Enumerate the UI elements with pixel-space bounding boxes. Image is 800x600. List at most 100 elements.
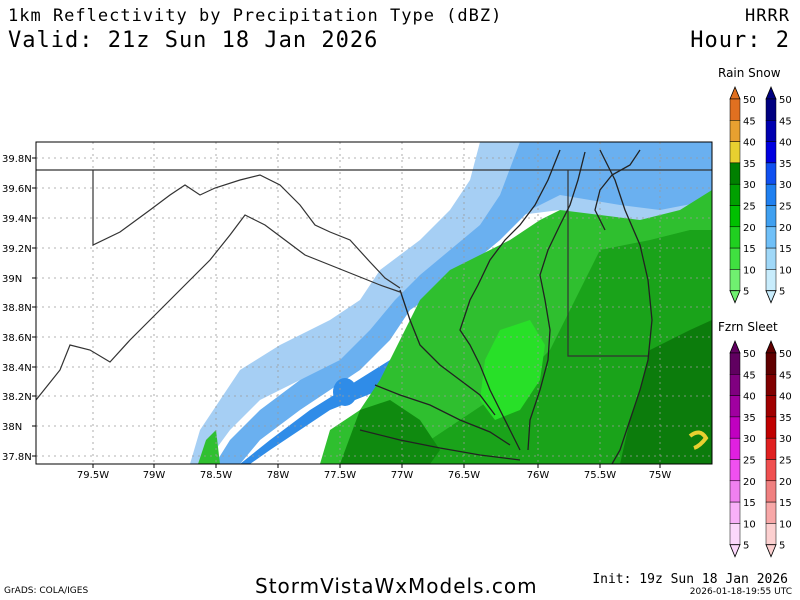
state-borders (36, 169, 712, 401)
lon-label: 75W (649, 470, 672, 481)
rain-legend-tick-label: 25 (743, 202, 756, 213)
fzrn-legend-tick-label: 5 (743, 541, 749, 552)
fzrn-legend-tick-label: 20 (743, 477, 756, 488)
lat-label: 39.8N (2, 154, 32, 165)
fzrn-legend-swatch (729, 374, 741, 396)
sleet-legend-swatch (765, 374, 777, 396)
rain-legend-tick-label: 10 (743, 265, 756, 276)
snow-legend-swatch (765, 247, 777, 270)
latitude-labels: 39.8N 39.6N 39.4N 39.2N 39N 38.8N 38.6N 38.4N 38… (2, 154, 36, 463)
sleet-legend-tick-label: 35 (779, 413, 792, 424)
rain-legend-swatch (729, 247, 741, 270)
lon-label: 76.5W (448, 470, 480, 481)
fzrn-legend-swatch (729, 459, 741, 482)
lat-label: 39.6N (2, 184, 32, 195)
fzrn-legend-swatch (729, 352, 741, 375)
fzrn-legend-tick-label: 40 (743, 392, 756, 403)
sleet-legend-swatch (765, 501, 777, 524)
sleet-legend-swatch (765, 395, 777, 418)
snow-legend-tick-label: 45 (779, 116, 792, 127)
rain-legend-tick-label: 20 (743, 223, 756, 234)
fzrn-legend-tick-label: 15 (743, 498, 756, 509)
snow-legend-tick-label: 30 (779, 180, 792, 191)
map-frame (35, 141, 713, 465)
fzrn-legend-top-arrow (729, 339, 741, 354)
fzrn-legend-swatch (729, 416, 741, 439)
sleet-legend-tick-label: 30 (779, 434, 792, 445)
rain-legend-tick-label: 30 (743, 180, 756, 191)
snow-legend-swatch (765, 205, 777, 228)
lon-label: 78.5W (200, 470, 232, 481)
rain-legend-swatch (729, 226, 741, 249)
snow-legend-tick-label: 15 (779, 244, 792, 255)
sleet-legend-swatch (765, 480, 777, 503)
snow-legend-top-arrow (765, 85, 777, 100)
snow-legend-tick-label: 20 (779, 223, 792, 234)
lat-label: 39N (2, 274, 22, 285)
fzrn-legend-swatch (729, 480, 741, 503)
lon-label: 76W (527, 470, 550, 481)
lat-label: 38.4N (2, 363, 32, 374)
snow-legend-tick-label: 5 (779, 287, 785, 298)
snow-legend-swatch (765, 162, 777, 185)
color-legends: 50 45 40 35 30 25 20 15 10 5 50 45 40 35 30 25 20 15 10 5 50… (729, 85, 792, 558)
rain-legend-tick-label: 5 (743, 287, 749, 298)
site-name: StormVistaWxModels.com (255, 574, 538, 598)
rain-legend-tick-label: 35 (743, 159, 756, 170)
lat-label: 38.8N (2, 303, 32, 314)
fzrn-legend-tick-label: 50 (743, 349, 756, 360)
lat-label: 37.8N (2, 452, 32, 463)
rain-legend-swatch (729, 269, 741, 291)
rappahannock-river (374, 384, 511, 446)
sleet-freezing-spot (688, 430, 709, 450)
lon-label: 75.5W (584, 470, 616, 481)
rain-legend-top-arrow (729, 85, 741, 100)
sleet-legend-tick-label: 45 (779, 370, 792, 381)
snow-legend-swatch (765, 183, 777, 206)
lon-label: 79.5W (77, 470, 109, 481)
snow-legend-swatch (765, 269, 777, 291)
sleet-legend-tick-label: 10 (779, 519, 792, 530)
lon-label: 79W (143, 470, 166, 481)
snow-legend-swatch (765, 98, 777, 121)
atlantic-coast (599, 149, 653, 464)
rain-bright-area (480, 320, 545, 420)
map-panel (36, 142, 712, 464)
snow-legend-tick-label: 25 (779, 202, 792, 213)
snow-legend-tick-label: 50 (779, 95, 792, 106)
sleet-legend-tick-label: 25 (779, 456, 792, 467)
snow-legend-tick-label: 10 (779, 265, 792, 276)
rain-legend-bottom-arrow (729, 290, 741, 304)
lat-label: 39.4N (2, 214, 32, 225)
rain-legend-swatch (729, 205, 741, 228)
lat-label: 38N (2, 422, 22, 433)
sleet-legend-tick-label: 15 (779, 498, 792, 509)
sleet-legend-top-arrow (765, 339, 777, 354)
grads-credit: GrADS: COLA/IGES (4, 586, 89, 596)
fzrn-legend-swatch (729, 437, 741, 460)
fzrn-legend-tick-label: 25 (743, 456, 756, 467)
chesapeake-west-shore (459, 149, 561, 451)
rain-legend-tick-label: 15 (743, 244, 756, 255)
sleet-legend-tick-label: 40 (779, 392, 792, 403)
lon-label: 77W (391, 470, 414, 481)
wv-border-north (92, 170, 401, 289)
sleet-legend-swatch (765, 523, 777, 545)
chesapeake-east-shore (527, 151, 586, 451)
rain-legend-tick-label: 50 (743, 95, 756, 106)
rain-legend-swatch (729, 162, 741, 185)
rain-legend-tick-label: 45 (743, 116, 756, 127)
sleet-legend-swatch (765, 352, 777, 375)
fzrn-legend-tick-label: 30 (743, 434, 756, 445)
lat-label: 39.2N (2, 244, 32, 255)
snow-legend-tick-label: 35 (779, 159, 792, 170)
potomac-river (399, 289, 496, 416)
model-name: HRRR (745, 6, 790, 26)
timestamp: 2026-01-18-19:55 UTC (689, 587, 792, 597)
rain-snow-legend-label: Rain Snow (718, 66, 781, 80)
rain-legend-swatch (729, 183, 741, 206)
sleet-legend-swatch (765, 459, 777, 482)
map-title: 1km Reflectivity by Precipitation Type (… (8, 6, 503, 26)
rain-dark-area-west (340, 400, 440, 464)
